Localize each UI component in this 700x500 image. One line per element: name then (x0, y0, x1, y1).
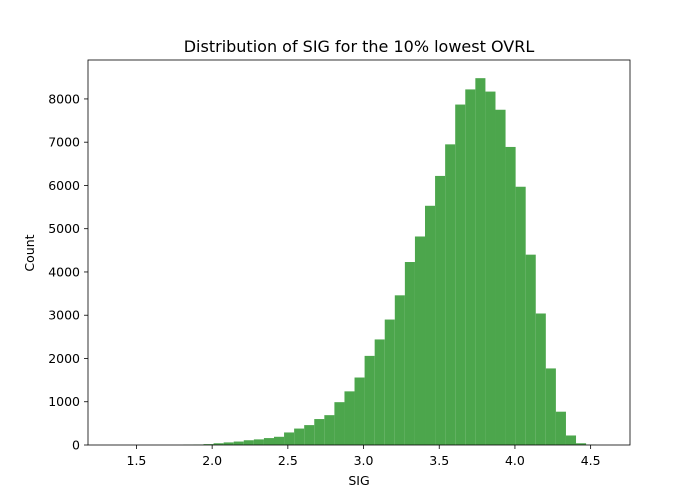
y-axis-ticks: 0 1000 2000 3000 4000 5000 6000 7000 8000 (48, 91, 88, 453)
y-tick-label: 7000 (48, 135, 80, 150)
y-tick-label: 2000 (48, 351, 80, 366)
histogram-bar (545, 368, 556, 445)
histogram-bar (223, 442, 234, 445)
histogram-bar (565, 435, 577, 445)
histogram-bar (435, 175, 446, 445)
axes-frame (87, 59, 631, 446)
histogram-bar (253, 439, 264, 445)
histogram-bar (364, 355, 375, 445)
y-tick-label: 5000 (48, 221, 80, 236)
y-tick-label: 8000 (48, 91, 80, 106)
y-tick-label: 4000 (48, 264, 80, 279)
histogram-bar (374, 339, 385, 445)
histogram-bar (414, 236, 426, 445)
histogram-bar (233, 441, 244, 445)
histogram-bar (304, 425, 315, 445)
histogram-bar (425, 205, 436, 445)
chart-title: Distribution of SIG for the 10% lowest O… (184, 37, 535, 56)
x-axis-label: SIG (348, 473, 369, 488)
y-tick-label: 1000 (48, 394, 80, 409)
x-tick-label: 1.5 (127, 453, 147, 468)
histogram-bar (404, 262, 415, 445)
x-tick-label: 3.0 (354, 453, 374, 468)
histogram-bar (515, 186, 526, 445)
histogram-bar (263, 438, 274, 445)
histogram-bar (354, 377, 365, 445)
histogram-bar (284, 432, 295, 445)
histogram-bar (203, 444, 214, 445)
x-axis-ticks: 1.5 2.0 2.5 3.0 3.5 4.0 4.5 (127, 445, 601, 468)
histogram-bar (384, 319, 395, 445)
histogram-bar (344, 391, 355, 445)
x-tick-label: 2.0 (202, 453, 222, 468)
histogram-bar (576, 443, 587, 445)
histogram-bar (555, 411, 566, 445)
y-tick-label: 0 (72, 438, 80, 453)
x-tick-label: 4.0 (505, 453, 525, 468)
histogram-bar (495, 109, 506, 445)
histogram-bar (465, 89, 476, 445)
histogram-bar (273, 436, 285, 445)
bars-group (183, 78, 597, 446)
x-tick-label: 4.5 (581, 453, 601, 468)
histogram-bar (505, 146, 516, 445)
y-tick-label: 6000 (48, 178, 80, 193)
histogram-bar (314, 419, 325, 445)
histogram-bar (324, 415, 335, 445)
y-tick-label: 3000 (48, 308, 80, 323)
histogram-bar (475, 78, 486, 445)
histogram-bar (334, 402, 345, 445)
histogram-bar (485, 91, 496, 446)
histogram-bar (394, 295, 405, 445)
histogram-bar (243, 440, 254, 445)
histogram-bar (294, 428, 305, 445)
histogram-bar (455, 104, 466, 445)
y-axis-label: Count (22, 234, 37, 271)
histogram-bar (213, 443, 224, 445)
histogram-bar (535, 313, 546, 445)
x-tick-label: 2.5 (278, 453, 298, 468)
histogram-bar (445, 144, 456, 445)
histogram-bar (525, 254, 536, 445)
x-tick-label: 3.5 (429, 453, 449, 468)
